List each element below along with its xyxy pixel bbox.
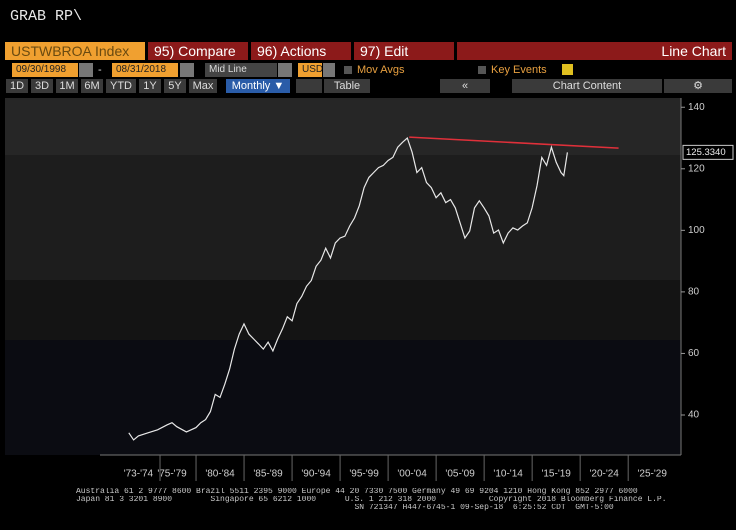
calendar-icon[interactable] [79, 63, 93, 77]
plot-band [5, 155, 681, 280]
footer-line: SN 721347 H447-6745-1 09-Sep-18 6:25:52 … [76, 504, 614, 512]
x-tick-label: '20-'24 [589, 469, 619, 480]
x-tick-label: '80-'84 [205, 469, 235, 480]
y-tick-label: 80 [688, 287, 700, 298]
last-price-label: 125.3340 [686, 147, 726, 158]
x-tick-label: '15-'19 [541, 469, 571, 480]
period-button[interactable]: 1Y [139, 79, 161, 93]
y-tick-label: 40 [688, 410, 700, 421]
period-button[interactable]: 1D [6, 79, 28, 93]
chart-content[interactable]: Chart Content [512, 79, 662, 93]
footer-line: Australia 61 2 9777 8600 Brazil 5511 239… [76, 488, 638, 496]
x-tick-label: '00-'04 [397, 469, 427, 480]
trend-line [409, 136, 619, 149]
compare-menu[interactable]: 95) Compare [148, 42, 248, 60]
checkbox[interactable] [478, 66, 486, 74]
period-button[interactable]: YTD [106, 79, 136, 93]
date-dash: - [98, 64, 102, 76]
x-tick-label: '85-'89 [253, 469, 283, 480]
plot-band [5, 280, 681, 340]
period-button[interactable]: Max [189, 79, 217, 93]
x-tick-label: '05-'09 [445, 469, 475, 480]
period-button[interactable]: 6M [81, 79, 103, 93]
key-events[interactable]: Key Events [491, 64, 547, 76]
table-button[interactable]: Table [324, 79, 370, 93]
currency[interactable]: USD [298, 63, 322, 77]
period-button[interactable]: 1M [56, 79, 78, 93]
y-tick-label: 140 [688, 102, 705, 113]
mov-avgs[interactable]: Mov Avgs [357, 64, 405, 76]
x-tick-label: '75-'79 [157, 469, 187, 480]
actions-menu[interactable]: 96) Actions [251, 42, 351, 60]
price-line [128, 136, 568, 441]
x-tick-label: '73-'74 [124, 469, 154, 480]
y-tick-label: 120 [688, 163, 705, 174]
dropdown[interactable] [323, 63, 335, 77]
footer-line: Japan 81 3 3201 8900 Singapore 65 6212 1… [76, 496, 667, 504]
x-tick-label: '90-'94 [301, 469, 331, 480]
chart-type[interactable]: Line Chart [457, 42, 732, 60]
line-style[interactable]: Mid Line [205, 63, 277, 77]
collapse-button[interactable]: « [440, 79, 490, 93]
x-tick-label: '25-'29 [637, 469, 667, 480]
frequency[interactable]: Monthly ▼ [226, 79, 290, 93]
start-date[interactable]: 09/30/1998 [12, 63, 78, 77]
period-button[interactable]: 3D [31, 79, 53, 93]
edit-menu[interactable]: 97) Edit [354, 42, 454, 60]
period-button[interactable]: 5Y [164, 79, 186, 93]
ticker[interactable]: USTWBROA Index [5, 42, 145, 60]
settings-button[interactable]: ⚙ [664, 79, 732, 93]
calendar-icon[interactable] [180, 63, 194, 77]
chart-icon[interactable] [296, 79, 322, 93]
y-tick-label: 60 [688, 348, 700, 359]
last-price-box [682, 144, 734, 160]
end-date[interactable]: 08/31/2018 [112, 63, 178, 77]
info-icon[interactable] [562, 64, 573, 75]
plot-band [5, 340, 681, 455]
x-tick-label: '95-'99 [349, 469, 379, 480]
y-tick-label: 100 [688, 225, 705, 236]
dropdown[interactable] [278, 63, 292, 77]
command-line[interactable]: GRAB RP\ [10, 8, 83, 25]
x-tick-label: '10-'14 [493, 469, 523, 480]
checkbox[interactable] [344, 66, 352, 74]
